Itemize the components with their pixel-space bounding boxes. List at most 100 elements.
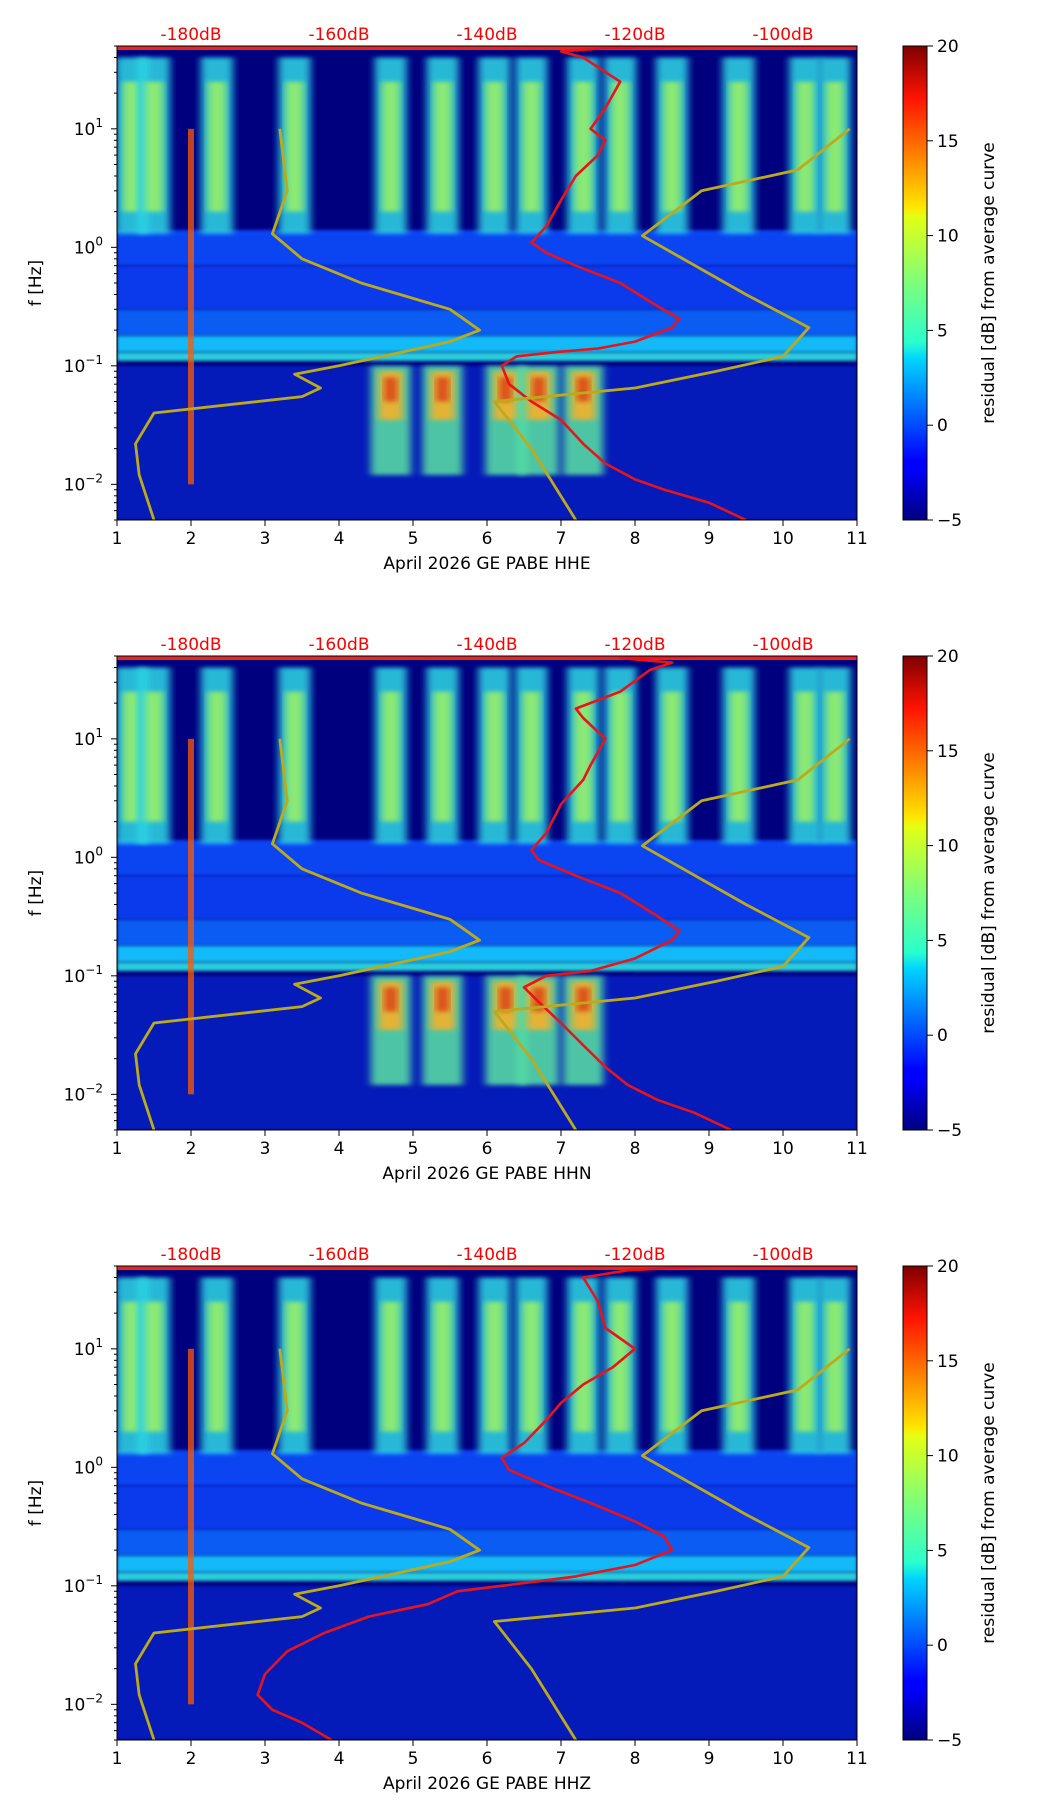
y-axis-label: f [Hz] xyxy=(26,260,46,306)
x-tick-label: 1 xyxy=(112,1749,123,1769)
x-axis-label: April 2026 GE PABE HHE xyxy=(383,554,590,574)
x-tick-label: 9 xyxy=(704,1749,715,1769)
noise-band xyxy=(117,945,857,963)
y-tick-label: 101 xyxy=(74,1336,103,1360)
colorbar-tick-label: 20 xyxy=(937,1257,959,1277)
noise-column-core xyxy=(122,691,141,822)
colorbar-label: residual [dB] from average curve xyxy=(979,1362,999,1643)
storm-peak xyxy=(384,377,397,402)
noise-band xyxy=(117,840,857,876)
nyquist-line xyxy=(117,656,857,660)
noise-band xyxy=(117,1555,857,1573)
x-tick-label: 8 xyxy=(630,1749,641,1769)
noise-column-core xyxy=(574,691,593,822)
x-axis-label: April 2026 GE PABE HHN xyxy=(382,1164,591,1184)
x-tick-label: 11 xyxy=(846,1139,868,1159)
colorbar-tick-label: 10 xyxy=(937,1447,959,1467)
noise-column-core xyxy=(522,1301,541,1432)
noise-band xyxy=(117,1585,857,1740)
y-tick-label: 100 xyxy=(74,844,103,868)
noise-column-core xyxy=(433,691,452,822)
x-axis-label: April 2026 GE PABE HHZ xyxy=(383,1774,591,1794)
y-tick-label: 101 xyxy=(74,726,103,750)
colorbar-tick-label: −5 xyxy=(937,1121,962,1141)
noise-band xyxy=(117,962,857,971)
noise-column-core xyxy=(433,1301,452,1432)
x-tick-label: 10 xyxy=(772,1749,794,1769)
noise-column-core xyxy=(207,1301,226,1432)
colorbar-label: residual [dB] from average curve xyxy=(979,142,999,423)
colorbar-tick-label: 20 xyxy=(937,37,959,57)
noise-column-core xyxy=(574,81,593,212)
noise-column-core xyxy=(796,691,815,822)
noise-column-core xyxy=(729,81,748,212)
db-scale-label: -140dB xyxy=(456,635,517,655)
x-tick-label: 8 xyxy=(630,1139,641,1159)
noise-column-core xyxy=(729,1301,748,1432)
colorbar-gradient xyxy=(902,655,928,1131)
noise-band xyxy=(117,352,857,361)
noise-column-core xyxy=(207,81,226,212)
x-tick-label: 3 xyxy=(260,529,271,549)
noise-column-core xyxy=(381,81,400,212)
noise-column-core xyxy=(485,691,504,822)
x-tick-label: 2 xyxy=(186,1139,197,1159)
db-scale-label: -100dB xyxy=(752,1245,813,1265)
noise-band xyxy=(117,919,857,946)
db-scale-label: -160dB xyxy=(308,635,369,655)
storm-peak xyxy=(436,377,449,402)
noise-column-core xyxy=(145,1301,163,1432)
colorbar-tick-label: 10 xyxy=(937,837,959,857)
colorbar-label: residual [dB] from average curve xyxy=(979,752,999,1033)
noise-column-core xyxy=(122,81,141,212)
x-tick-label: 2 xyxy=(186,529,197,549)
noise-column-core xyxy=(729,691,748,822)
x-tick-label: 7 xyxy=(556,529,567,549)
noise-column-core xyxy=(433,81,452,212)
db-scale-label: -120dB xyxy=(604,1245,665,1265)
db-scale-label: -100dB xyxy=(752,25,813,45)
event-streak xyxy=(188,128,194,485)
nhnm-curve xyxy=(493,127,851,520)
y-tick-label: 100 xyxy=(74,1454,103,1478)
db-scale-label: -120dB xyxy=(604,25,665,45)
colorbar-tick-label: 15 xyxy=(937,132,959,152)
noise-column-core xyxy=(825,691,844,822)
x-tick-label: 1 xyxy=(112,529,123,549)
x-tick-label: 6 xyxy=(482,529,493,549)
x-tick-label: 3 xyxy=(260,1749,271,1769)
x-tick-label: 5 xyxy=(408,1139,419,1159)
noise-band xyxy=(117,265,857,310)
db-scale-label: -180dB xyxy=(160,25,221,45)
colorbar-gradient xyxy=(902,45,928,521)
noise-column-core xyxy=(285,1301,304,1432)
x-tick-label: 3 xyxy=(260,1139,271,1159)
db-scale-label: -160dB xyxy=(308,25,369,45)
colorbar-tick-label: 0 xyxy=(937,1026,948,1046)
noise-column-core xyxy=(825,81,844,212)
noise-column-core xyxy=(207,691,226,822)
noise-band xyxy=(117,1572,857,1581)
x-tick-label: 9 xyxy=(704,1139,715,1159)
x-tick-label: 6 xyxy=(482,1139,493,1159)
colorbar-tick-label: 5 xyxy=(937,1541,948,1561)
noise-band xyxy=(117,1485,857,1530)
noise-column-core xyxy=(145,81,163,212)
nyquist-line xyxy=(117,46,857,50)
noise-column-core xyxy=(122,1301,141,1432)
y-tick-label: 100 xyxy=(74,234,103,258)
colorbar-tick-label: −5 xyxy=(937,511,962,531)
noise-column-core xyxy=(381,1301,400,1432)
noise-column-core xyxy=(825,1301,844,1432)
x-tick-label: 7 xyxy=(556,1139,567,1159)
x-tick-label: 5 xyxy=(408,529,419,549)
storm-peak xyxy=(577,377,590,402)
x-tick-label: 10 xyxy=(772,529,794,549)
colorbar-tick-label: 15 xyxy=(937,1352,959,1372)
colorbar-tick-label: 15 xyxy=(937,742,959,762)
y-tick-label: 10−1 xyxy=(64,963,103,987)
nlnm-curve xyxy=(134,128,481,520)
y-tick-label: 10−2 xyxy=(64,1691,103,1715)
